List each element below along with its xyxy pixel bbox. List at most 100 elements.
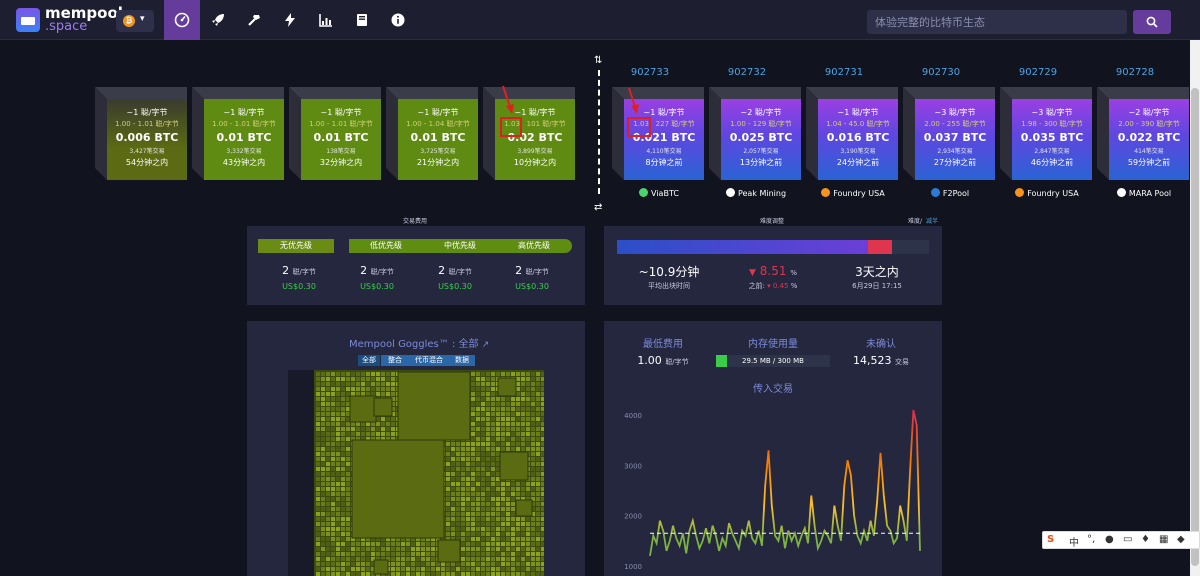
tx-square <box>366 542 370 546</box>
scrollbar[interactable] <box>1190 40 1200 576</box>
dashboard-icon[interactable] <box>164 0 200 40</box>
block-height-link[interactable]: 902729 <box>1018 67 1058 78</box>
tx-square <box>506 422 510 426</box>
tx-square <box>536 457 540 461</box>
ime-more-icon[interactable]: ◆ <box>1177 534 1185 545</box>
tx-square <box>501 567 505 571</box>
hammer-icon[interactable] <box>236 0 272 40</box>
tx-square <box>466 472 470 476</box>
tx-square <box>411 542 415 546</box>
mining-pool[interactable]: Foundry USA <box>798 188 908 198</box>
tx-count: 3,725笔交易 <box>420 148 456 155</box>
chart-icon[interactable] <box>308 0 344 40</box>
goggles-tab-coinjoin[interactable]: 代币混合 <box>409 355 449 366</box>
tx-square <box>541 392 545 396</box>
search-button[interactable] <box>1133 10 1171 34</box>
tx-square <box>531 467 535 471</box>
tx-square <box>541 547 545 551</box>
swap-vertical-icon[interactable]: ⇅ <box>594 55 603 66</box>
tx-square <box>491 562 495 566</box>
tx-square <box>421 552 425 556</box>
tx-square <box>526 522 530 526</box>
tx-square <box>461 447 465 451</box>
tx-square <box>381 377 385 381</box>
ime-toolbar[interactable]: S 中 °, ● ▭ ♦ ▦ ◆ <box>1042 531 1200 549</box>
tx-square <box>341 512 345 516</box>
tx-square <box>541 417 545 421</box>
tx-square <box>321 502 325 506</box>
block-height-link[interactable]: 902730 <box>921 67 961 78</box>
block-height-link[interactable]: 902731 <box>824 67 864 78</box>
book-icon[interactable] <box>344 0 380 40</box>
goggles-tab-all[interactable]: 全部 <box>358 355 380 366</box>
tx-square <box>381 537 385 541</box>
tx-square <box>336 382 340 386</box>
goggles-title[interactable]: Mempool Goggles™ : 全部 ↗ <box>349 335 489 350</box>
ime-punct-icon[interactable]: °, <box>1087 534 1096 545</box>
tx-square <box>466 467 470 471</box>
tx-square <box>456 447 460 451</box>
tx-square <box>356 547 360 551</box>
goggles-tab-consolidation[interactable]: 整合 <box>381 355 409 366</box>
tx-square <box>326 552 330 556</box>
tx-square <box>536 522 540 526</box>
tx-square <box>331 427 335 431</box>
network-selector[interactable]: ₿ ▾ <box>116 10 154 32</box>
block-height-link[interactable]: 902732 <box>727 67 767 78</box>
tx-square <box>336 532 340 536</box>
ime-chinese-icon[interactable]: 中 <box>1069 538 1079 549</box>
tx-square <box>541 482 545 486</box>
tx-count: 414笔交易 <box>1134 148 1164 155</box>
fee-range-min: 1.03 <box>504 120 520 128</box>
tx-square <box>466 487 470 491</box>
block-height-link[interactable]: 902728 <box>1115 67 1155 78</box>
tx-square <box>541 527 545 531</box>
scrollbar-thumb[interactable] <box>1191 88 1199 566</box>
tx-square <box>516 527 520 531</box>
ime-grid-icon[interactable]: ▦ <box>1159 534 1169 545</box>
mining-pool[interactable]: ViaBTC <box>604 188 714 198</box>
block-height-link[interactable]: 902733 <box>630 67 670 78</box>
tx-square <box>386 432 390 436</box>
info-icon[interactable] <box>380 0 416 40</box>
halving-link[interactable]: 减半 <box>926 218 939 225</box>
goggles-view[interactable] <box>288 370 545 576</box>
median-fee: ~2 聪/字节 <box>1128 108 1170 117</box>
tx-square <box>326 527 330 531</box>
tx-square <box>506 412 510 416</box>
tx-square <box>386 542 390 546</box>
tx-square <box>386 437 390 441</box>
tx-square <box>526 537 530 541</box>
mining-pool[interactable]: MARA Pool <box>1089 188 1199 198</box>
tx-square <box>396 567 400 571</box>
tx-square <box>536 487 540 491</box>
tx-square <box>346 442 350 446</box>
tx-square <box>496 372 500 376</box>
tx-square <box>476 452 480 456</box>
fee-label-none: 无优先级 <box>280 241 312 250</box>
tx-square <box>486 482 490 486</box>
tx-square <box>376 377 380 381</box>
mining-pool[interactable]: F2Pool <box>895 188 1005 198</box>
tx-square <box>486 562 490 566</box>
tx-square <box>316 467 320 471</box>
lightning-icon[interactable] <box>272 0 308 40</box>
search-input[interactable] <box>867 10 1127 34</box>
ime-logo-icon[interactable]: S <box>1047 534 1055 545</box>
rocket-icon[interactable] <box>200 0 236 40</box>
swap-horizontal-icon[interactable]: ⇄ <box>594 202 603 213</box>
mining-pool[interactable]: Foundry USA <box>992 188 1102 198</box>
tx-square <box>386 417 390 421</box>
tx-square <box>486 487 490 491</box>
block-top <box>903 87 995 99</box>
ime-mic-icon[interactable]: ● <box>1105 534 1114 545</box>
arrow-down-icon: ▼ <box>749 268 756 278</box>
ime-skin-icon[interactable]: ♦ <box>1141 534 1150 545</box>
ime-keyboard-icon[interactable]: ▭ <box>1123 534 1133 545</box>
mempool-logo[interactable]: mempool .space <box>16 6 123 34</box>
mining-pool[interactable]: Peak Mining <box>701 188 811 198</box>
tx-square <box>456 502 460 506</box>
fee-range: 1.98 - 300 聪/字节 <box>1012 119 1092 129</box>
goggles-tab-data[interactable]: 数据 <box>449 355 475 366</box>
tx-square <box>456 512 460 516</box>
